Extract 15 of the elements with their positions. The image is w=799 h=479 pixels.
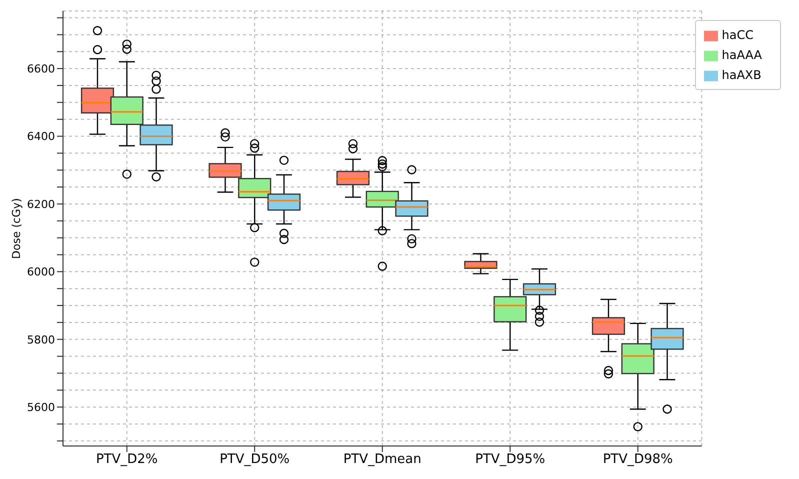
y-tick-label: 6000 — [27, 266, 55, 279]
y-tick-label: 6400 — [27, 130, 55, 144]
x-tick-label: PTV_D50% — [220, 452, 290, 468]
x-tick-label: PTV_D2% — [96, 452, 158, 468]
legend-label: haCC — [722, 28, 754, 42]
x-tick-label: PTV_D98% — [602, 452, 673, 468]
legend-label: haAAA — [722, 48, 762, 62]
x-tick-label: PTV_D95% — [475, 452, 546, 468]
x-tick-label: PTV_Dmean — [343, 452, 422, 468]
y-tick-label: 6600 — [27, 62, 55, 76]
y-tick-label: 5800 — [27, 333, 55, 346]
legend-label: haAXB — [722, 68, 762, 82]
y-tick-label: 6200 — [27, 198, 55, 211]
y-axis-title: Dose (cGy) — [10, 198, 23, 259]
y-tick-label: 5600 — [27, 400, 55, 414]
